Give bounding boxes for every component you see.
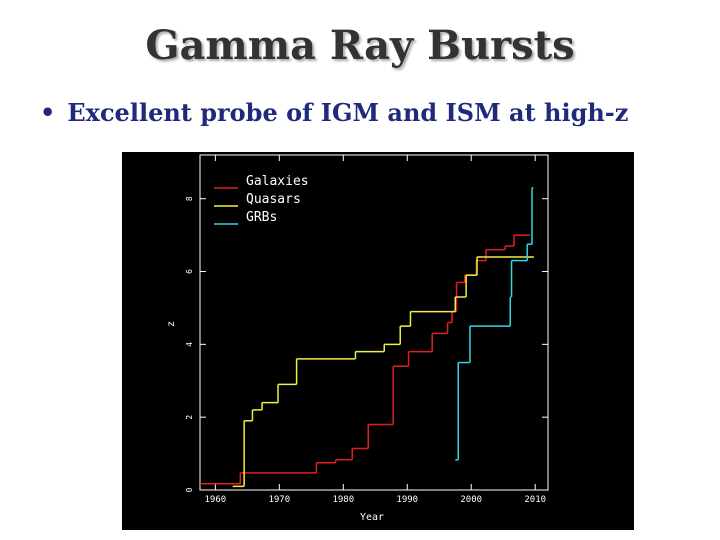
legend-label: Galaxies [246, 174, 309, 189]
x-tick-label: 1970 [268, 495, 290, 505]
bullet-dot: • [40, 98, 56, 127]
y-tick-label: 2 [185, 415, 194, 420]
legend-label: GRBs [246, 210, 277, 225]
plot-frame [199, 154, 549, 491]
bullet-item: • Excellent probe of IGM and ISM at high-… [40, 98, 710, 127]
y-tick-label: 4 [185, 342, 194, 347]
y-axis-label: z [166, 321, 177, 327]
bullet-text: Excellent probe of IGM and ISM at high-z [67, 98, 629, 127]
chart: Year z 1960 1970 1980 1990 2000 2010 0 2 4 6 8 Gala… [122, 152, 634, 530]
x-tick-label: 1980 [332, 495, 354, 505]
y-tick-label: 0 [185, 487, 194, 492]
x-tick-label: 2000 [460, 495, 482, 505]
slide-title: Gamma Ray Bursts [145, 22, 575, 69]
x-tick-label: 1960 [205, 495, 227, 505]
x-axis-label: Year [360, 512, 384, 523]
y-tick-label: 6 [185, 269, 194, 274]
x-tick-label: 1990 [396, 495, 418, 505]
x-tick-label: 2010 [524, 495, 546, 505]
legend-label: Quasars [246, 192, 301, 207]
chart-background [122, 152, 634, 530]
y-tick-label: 8 [185, 196, 194, 201]
